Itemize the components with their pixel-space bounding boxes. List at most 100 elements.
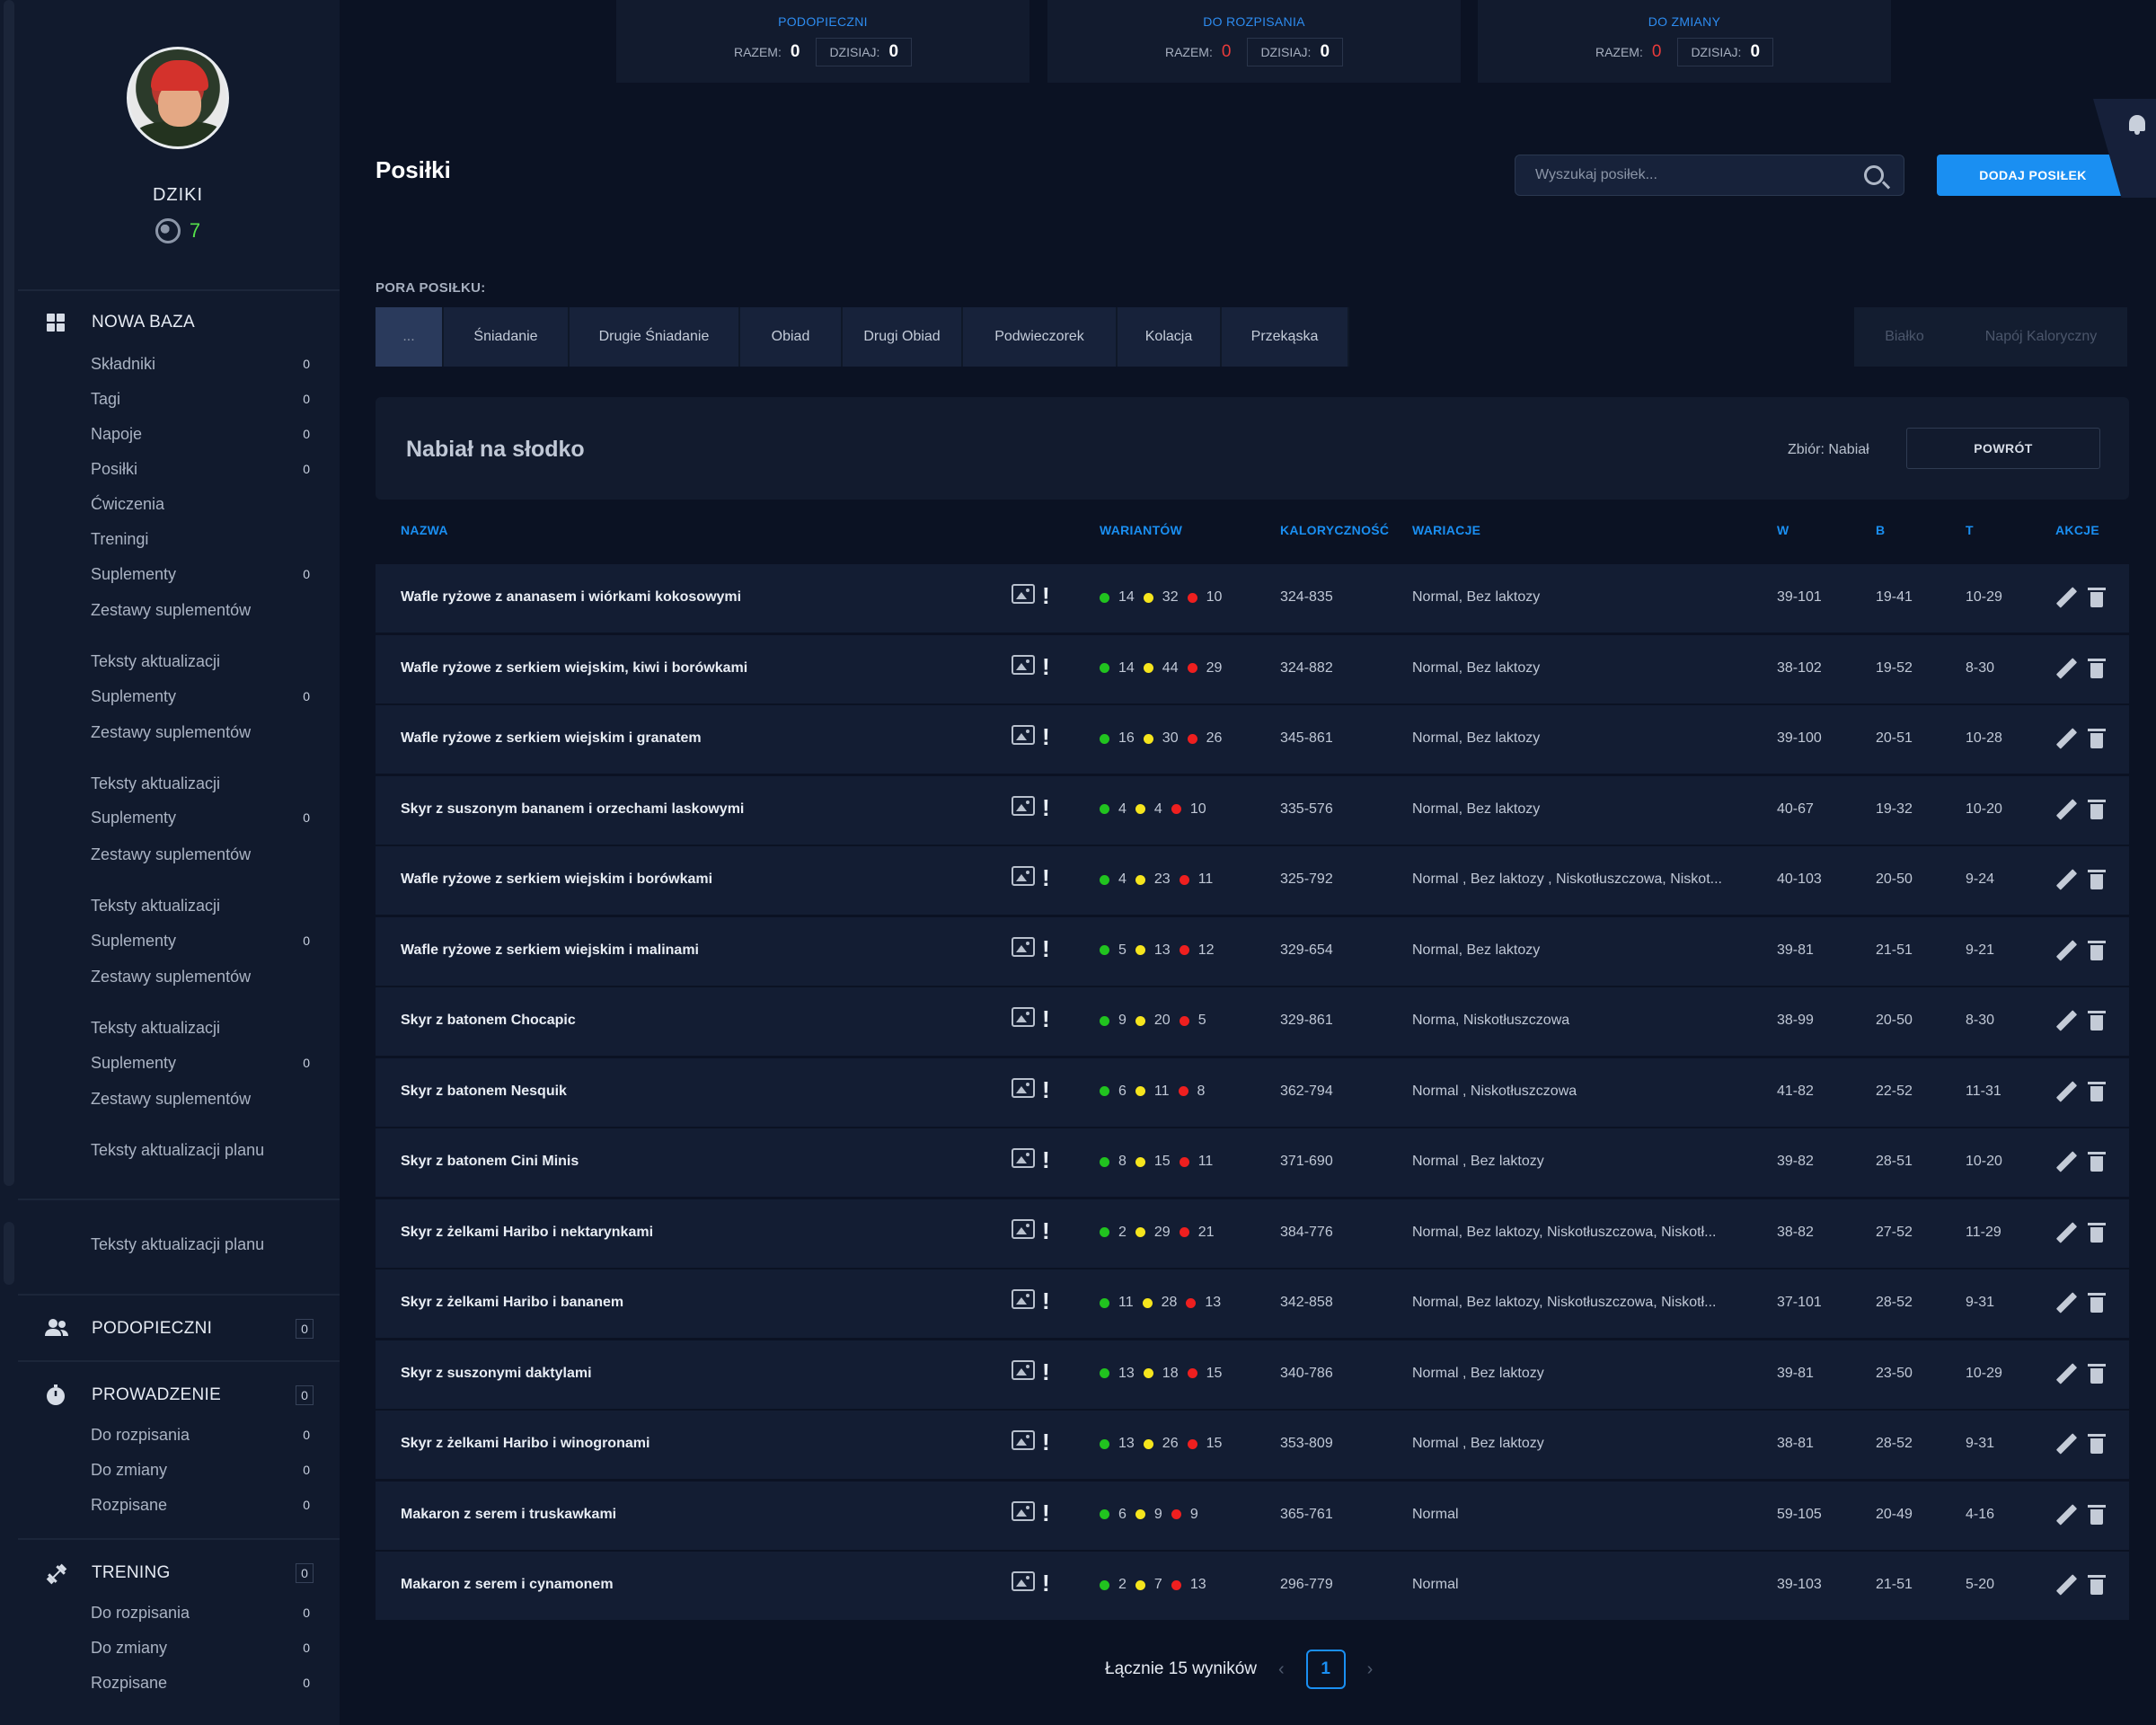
image-icon[interactable]	[1012, 654, 1035, 675]
chevron-left-icon[interactable]: ‹	[1277, 1659, 1285, 1679]
image-icon[interactable]	[1012, 1148, 1035, 1168]
search-box[interactable]	[1515, 155, 1904, 196]
nav-trening[interactable]: TRENING	[45, 1558, 171, 1588]
meal-name[interactable]: Wafle ryżowe z serkiem wiejskim i granat…	[401, 730, 702, 746]
edit-icon[interactable]	[2055, 1011, 2075, 1031]
sidebar-item[interactable]: Suplementy 0	[91, 809, 315, 827]
table-row[interactable]: Makaron z serem i truskawkami! 6 9 9 365-761…	[376, 1481, 2129, 1550]
stat-card[interactable]: DO ZMIANY RAZEM: 0 DZISIAJ: 0	[1478, 0, 1891, 83]
tab-meal-time-disabled[interactable]: Białko	[1885, 329, 1924, 344]
sidebar-item[interactable]: Teksty aktualizacji	[91, 898, 315, 915]
meal-name[interactable]: Skyr z suszonym bananem i orzechami lask…	[401, 801, 745, 817]
sidebar-subitem[interactable]: Rozpisane 0	[91, 1497, 315, 1514]
edit-icon[interactable]	[2055, 1364, 2075, 1384]
meal-name[interactable]: Wafle ryżowe z serkiem wiejskim, kiwi i …	[401, 659, 748, 676]
image-icon[interactable]	[1012, 1430, 1035, 1450]
table-row[interactable]: Skyr z batonem Nesquik! 6 11 8 362-794 Normal…	[376, 1057, 2129, 1127]
table-row[interactable]: Skyr z żelkami Haribo i winogronami! 13 26…	[376, 1411, 2129, 1479]
col-name-header[interactable]: NAZWA	[401, 523, 448, 537]
meal-name[interactable]: Skyr z suszonymi daktylami	[401, 1365, 592, 1381]
tab-meal-time[interactable]: ...	[376, 307, 444, 367]
meal-name[interactable]: Skyr z żelkami Haribo i bananem	[401, 1295, 624, 1310]
sidebar-item[interactable]: Zestawy suplementów	[91, 602, 315, 619]
edit-icon[interactable]	[2055, 588, 2075, 607]
sidebar-item[interactable]: Ćwiczenia	[91, 496, 315, 513]
sidebar-item[interactable]: Zestawy suplementów	[91, 969, 315, 986]
nav-nowa-baza[interactable]: NOWA BAZA	[45, 307, 195, 338]
image-icon[interactable]	[1012, 1359, 1035, 1380]
col-kcal-header[interactable]: KALORYCZNOŚĆ	[1280, 523, 1390, 537]
table-row[interactable]: Skyr z suszonymi daktylami! 13 18 15 340-786…	[376, 1340, 2129, 1409]
meal-name[interactable]: Skyr z żelkami Haribo i nektarynkami	[401, 1224, 654, 1240]
table-row[interactable]: Wafle ryżowe z serkiem wiejskim i borówk…	[376, 846, 2129, 915]
image-icon[interactable]	[1012, 1218, 1035, 1239]
col-variants-header[interactable]: WARIANTÓW	[1100, 523, 1183, 537]
table-row[interactable]: Skyr z batonem Cini Minis! 8 15 11 371-690 No…	[376, 1128, 2129, 1197]
table-row[interactable]: Skyr z żelkami Haribo i nektarynkami! 2 29…	[376, 1199, 2129, 1268]
image-icon[interactable]	[1012, 936, 1035, 957]
table-row[interactable]: Makaron z serem i cynamonem! 2 7 13 296-779 N…	[376, 1552, 2129, 1620]
bell-icon[interactable]	[2127, 113, 2147, 135]
sidebar-item[interactable]: Zestawy suplementów	[91, 1091, 315, 1108]
trash-icon[interactable]	[2088, 1363, 2106, 1384]
edit-icon[interactable]	[2055, 729, 2075, 748]
tab-meal-time[interactable]: Obiad	[740, 307, 843, 367]
sidebar-item[interactable]: Zestawy suplementów	[91, 724, 315, 741]
tab-meal-time[interactable]: Podwieczorek	[963, 307, 1118, 367]
trash-icon[interactable]	[2088, 940, 2106, 960]
meal-name[interactable]: Skyr z batonem Nesquik	[401, 1083, 567, 1099]
trash-icon[interactable]	[2088, 1152, 2106, 1172]
meal-name[interactable]: Wafle ryżowe z ananasem i wiórkami kokos…	[401, 589, 742, 605]
sidebar-item[interactable]: Treningi	[91, 531, 315, 548]
col-t-header[interactable]: T	[1966, 523, 1974, 537]
sidebar-subitem[interactable]: Do rozpisania 0	[91, 1605, 315, 1622]
sidebar-item[interactable]: Suplementy 0	[91, 566, 315, 583]
nav-podopieczni[interactable]: PODOPIECZNI	[45, 1314, 212, 1344]
tab-meal-time[interactable]: Przekąska	[1222, 307, 1349, 367]
edit-icon[interactable]	[2055, 1575, 2075, 1595]
trash-icon[interactable]	[2088, 1504, 2106, 1525]
image-icon[interactable]	[1012, 1571, 1035, 1591]
meal-name[interactable]: Skyr z żelkami Haribo i winogronami	[401, 1436, 650, 1451]
image-icon[interactable]	[1012, 866, 1035, 886]
trash-icon[interactable]	[2088, 1222, 2106, 1243]
sidebar-item[interactable]: Teksty aktualizacji	[91, 653, 315, 670]
trash-icon[interactable]	[2088, 658, 2106, 678]
meal-name[interactable]: Skyr z batonem Cini Minis	[401, 1154, 579, 1169]
edit-icon[interactable]	[2055, 1434, 2075, 1454]
image-icon[interactable]	[1012, 1077, 1035, 1098]
trash-icon[interactable]	[2088, 588, 2106, 607]
table-row[interactable]: Skyr z suszonym bananem i orzechami lask…	[376, 775, 2129, 845]
image-icon[interactable]	[1012, 1500, 1035, 1521]
col-wariacje-header[interactable]: WARIACJE	[1412, 523, 1481, 537]
trash-icon[interactable]	[2088, 1434, 2106, 1454]
meal-name[interactable]: Wafle ryżowe z serkiem wiejskim i malina…	[401, 942, 699, 958]
table-row[interactable]: Wafle ryżowe z serkiem wiejskim i malina…	[376, 916, 2129, 986]
table-row[interactable]: Wafle ryżowe z ananasem i wiórkami kokos…	[376, 564, 2129, 632]
sidebar-subitem[interactable]: Do zmiany 0	[91, 1462, 315, 1479]
edit-icon[interactable]	[2055, 1152, 2075, 1172]
image-icon[interactable]	[1012, 1289, 1035, 1309]
sidebar-item[interactable]: Posiłki 0	[91, 461, 315, 478]
image-icon[interactable]	[1012, 795, 1035, 816]
tab-meal-time[interactable]: Kolacja	[1118, 307, 1222, 367]
tab-meal-time[interactable]: Drugie Śniadanie	[570, 307, 740, 367]
back-button[interactable]: POWRÓT	[1906, 428, 2100, 469]
edit-icon[interactable]	[2055, 1505, 2075, 1525]
sidebar-subitem[interactable]: Do zmiany 0	[91, 1640, 315, 1657]
trash-icon[interactable]	[2088, 799, 2106, 819]
sidebar-subitem[interactable]: Rozpisane 0	[91, 1675, 315, 1692]
sidebar-item-teksty-planu[interactable]: Teksty aktualizacji planu	[91, 1236, 315, 1253]
tab-meal-time[interactable]: Śniadanie	[444, 307, 570, 367]
image-icon[interactable]	[1012, 584, 1035, 604]
stat-card[interactable]: DO ROZPISANIA RAZEM: 0 DZISIAJ: 0	[1047, 0, 1461, 83]
add-meal-button[interactable]: DODAJ POSIŁEK	[1937, 155, 2129, 196]
sidebar-item[interactable]: Zestawy suplementów	[91, 846, 315, 863]
sidebar-item[interactable]: Suplementy 0	[91, 933, 315, 950]
table-row[interactable]: Skyr z żelkami Haribo i bananem! 11 28 13 34…	[376, 1269, 2129, 1338]
stat-card[interactable]: PODOPIECZNI RAZEM: 0 DZISIAJ: 0	[616, 0, 1029, 83]
sidebar-item[interactable]: Tagi 0	[91, 391, 315, 408]
sidebar-scrollbar[interactable]	[4, 0, 14, 1186]
tab-meal-time[interactable]: Drugi Obiad	[843, 307, 963, 367]
sidebar-item[interactable]: Teksty aktualizacji	[91, 775, 315, 792]
